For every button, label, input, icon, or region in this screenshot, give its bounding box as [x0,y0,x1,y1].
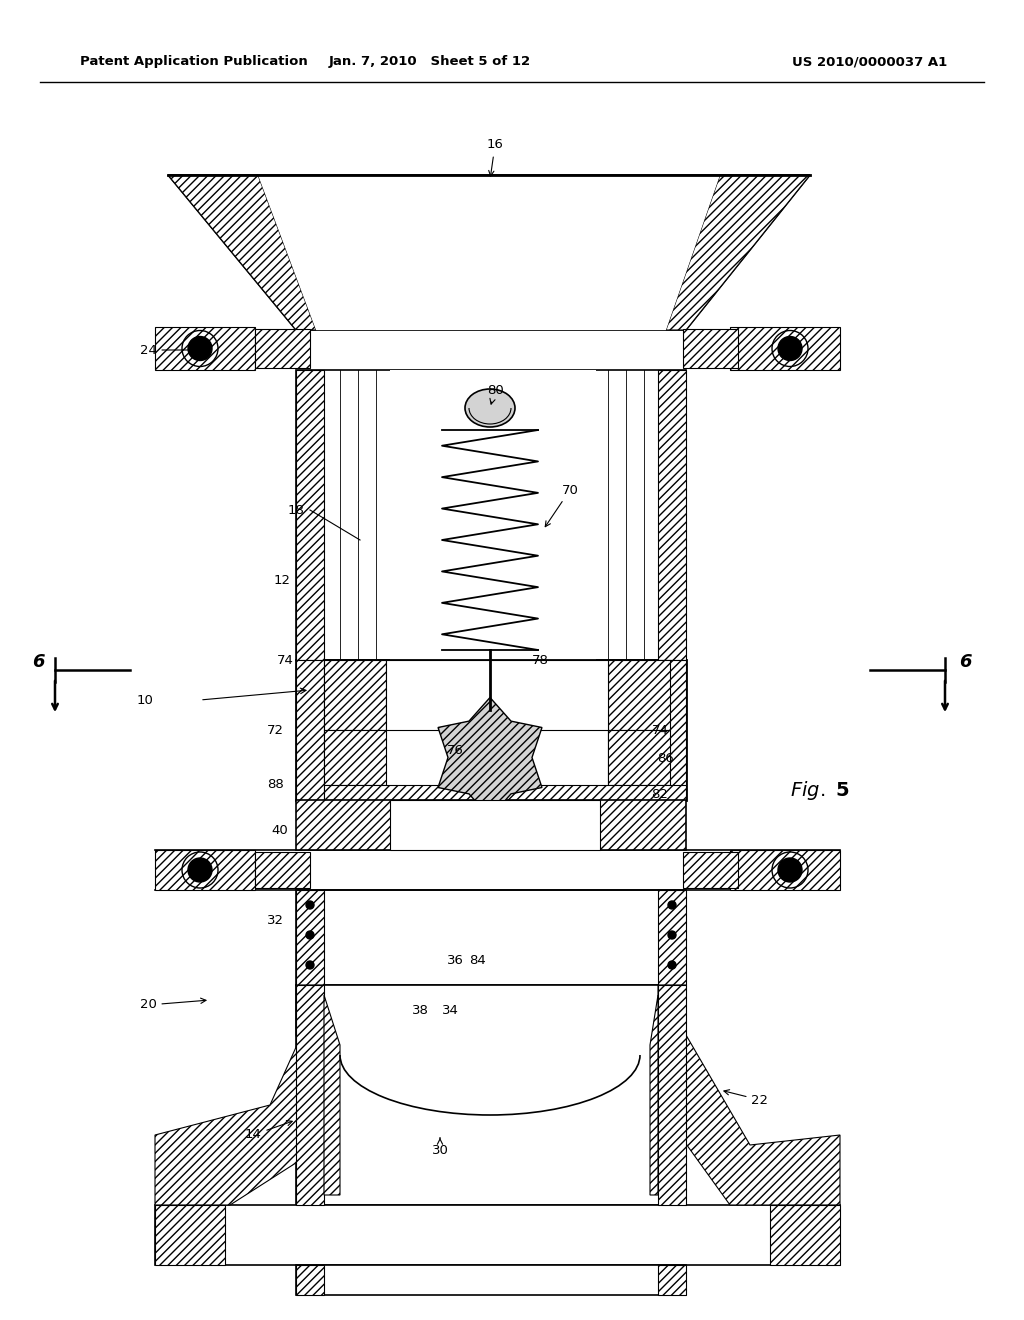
Bar [658,370,686,660]
Polygon shape [683,851,738,888]
Bar [390,370,596,660]
Bar [296,660,686,800]
Text: 78: 78 [531,653,549,667]
Polygon shape [683,329,738,368]
Polygon shape [650,995,658,1195]
Polygon shape [255,851,310,888]
Circle shape [188,858,212,882]
Bar [296,890,324,985]
Circle shape [668,931,676,939]
Text: 34: 34 [441,1003,459,1016]
Text: 30: 30 [431,1138,449,1156]
Bar [658,985,686,1205]
Polygon shape [155,985,324,1205]
Bar [296,370,686,660]
Text: 32: 32 [266,913,284,927]
Bar [296,985,686,1205]
Text: 70: 70 [545,483,579,527]
Bar [658,1265,686,1295]
Polygon shape [666,176,810,330]
Bar [155,1205,840,1265]
Text: 6: 6 [32,653,44,671]
Bar [296,985,324,1205]
Polygon shape [730,327,840,370]
Text: 12: 12 [273,573,291,586]
Polygon shape [730,850,840,890]
Polygon shape [255,329,310,368]
Text: 82: 82 [651,788,669,801]
Bar [608,730,670,785]
Text: 80: 80 [486,384,504,404]
Text: 20: 20 [139,998,206,1011]
Polygon shape [168,176,810,330]
Text: 16: 16 [486,139,504,176]
Text: 74: 74 [276,653,294,667]
Text: Patent Application Publication: Patent Application Publication [80,55,308,69]
Polygon shape [168,176,316,330]
Bar [324,730,386,785]
Text: 88: 88 [266,779,284,792]
Circle shape [668,961,676,969]
Text: 36: 36 [446,953,464,966]
Ellipse shape [465,389,515,426]
Bar [296,800,686,850]
Text: 76: 76 [446,743,464,756]
Circle shape [306,931,314,939]
Text: 24: 24 [139,343,196,356]
Text: 38: 38 [412,1003,428,1016]
Text: 40: 40 [271,824,289,837]
Text: 10: 10 [136,693,154,706]
Polygon shape [155,327,255,370]
Bar [296,1265,324,1295]
Circle shape [778,858,802,882]
Bar [296,370,324,660]
Text: Jan. 7, 2010   Sheet 5 of 12: Jan. 7, 2010 Sheet 5 of 12 [329,55,531,69]
Bar [324,785,686,800]
Bar [770,1205,840,1265]
Bar [390,800,600,850]
Text: 86: 86 [656,751,674,764]
Text: 6: 6 [958,653,971,671]
Text: 74: 74 [651,723,669,737]
Text: 72: 72 [266,723,284,737]
Polygon shape [658,985,840,1205]
Bar [386,660,608,730]
Bar [608,660,670,730]
Text: 14: 14 [245,1121,292,1142]
Circle shape [668,902,676,909]
Circle shape [778,337,802,360]
Bar [155,1205,225,1265]
Polygon shape [258,176,720,330]
Bar [658,660,686,800]
Text: $\it{Fig.}$ $\bf{5}$: $\it{Fig.}$ $\bf{5}$ [791,779,850,801]
Text: 84: 84 [470,953,486,966]
Text: 18: 18 [288,503,304,516]
Circle shape [306,961,314,969]
Text: 22: 22 [724,1090,768,1106]
Bar [296,890,686,985]
Polygon shape [155,850,255,890]
Bar [324,660,386,730]
Bar [658,890,686,985]
Circle shape [306,902,314,909]
Polygon shape [438,697,542,817]
Polygon shape [324,995,340,1195]
Bar [296,1265,686,1295]
Bar [296,660,324,800]
Text: US 2010/0000037 A1: US 2010/0000037 A1 [793,55,947,69]
Circle shape [188,337,212,360]
